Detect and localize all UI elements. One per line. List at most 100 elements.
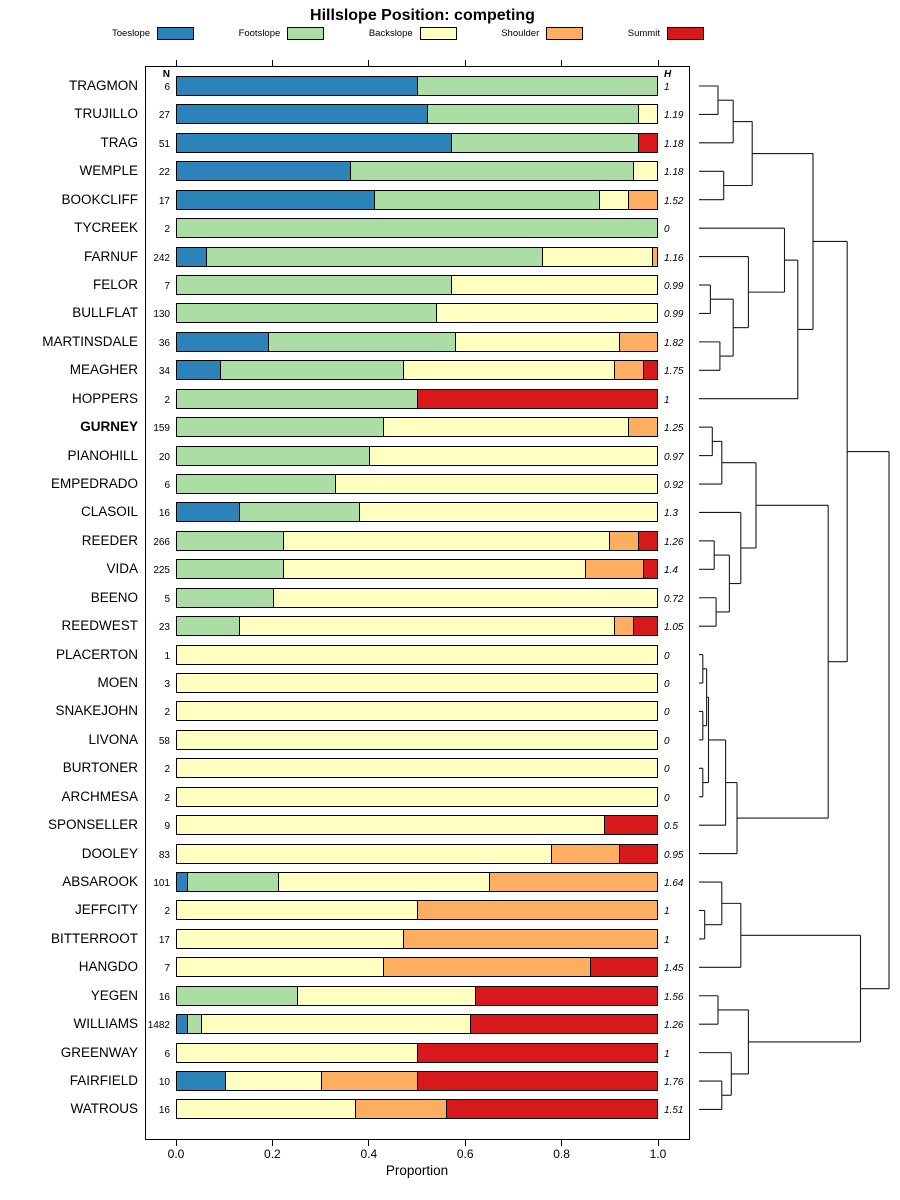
row-n-count: 16 [158, 508, 170, 520]
bar-segment-backslope [436, 304, 657, 323]
bar-segment-backslope [632, 162, 657, 181]
row-h-value: 0.99 [664, 281, 684, 292]
bar-segment-shoulder [321, 1072, 417, 1091]
row-n-count: 20 [158, 451, 170, 463]
row-label: HOPPERS [71, 390, 138, 406]
x-axis-label: Proportion [385, 1163, 449, 1178]
bar-segment-footslope [177, 219, 657, 238]
bar-segment-backslope [297, 986, 475, 1005]
row-label: SNAKEJOHN [55, 703, 138, 719]
row-h-value: 0.97 [664, 451, 684, 463]
stacked-bar [176, 246, 658, 267]
row-h-value: 1.56 [664, 991, 684, 1003]
row-h-value: 0 [664, 735, 670, 747]
row-label: MOEN [97, 675, 139, 691]
row-h-value: 1.82 [664, 337, 684, 349]
row-label: TRAG [100, 134, 138, 150]
x-axis-tick-bottom [657, 1140, 659, 1146]
stacked-bar [176, 189, 658, 210]
bar-segment-footslope [220, 361, 403, 380]
row-h-value: 1.64 [664, 878, 684, 890]
bar-segment-summit [642, 361, 657, 380]
legend-item-summit: Summit [628, 27, 704, 40]
bar-segment-backslope [282, 531, 609, 550]
n-column-header: N [162, 69, 170, 80]
row-n-count: 2 [164, 792, 170, 804]
bar-segment-footslope [177, 276, 451, 294]
bar-segment-backslope [177, 645, 657, 664]
row-h-value: 1.45 [664, 963, 684, 975]
row-n-count: 16 [158, 1105, 170, 1117]
bar-segment-backslope [369, 446, 657, 465]
row-label: WATROUS [70, 1101, 139, 1117]
bar-segment-footslope [450, 133, 638, 152]
row-h-value: 1.26 [664, 536, 684, 548]
stacked-bar [176, 843, 658, 864]
bar-segment-footslope [349, 162, 633, 181]
bar-segment-footslope [186, 873, 278, 892]
stacked-bar [176, 445, 658, 466]
row-n-count: 6 [164, 1048, 170, 1060]
stacked-bar [176, 303, 658, 324]
stacked-bar [176, 1014, 658, 1035]
stacked-bar [176, 530, 658, 551]
x-axis-tick-bottom [368, 1140, 370, 1146]
legend-swatch-footslope [287, 27, 325, 40]
row-h-value: 0.92 [664, 480, 684, 492]
row-n-count: 7 [164, 281, 170, 292]
row-label: BULLFLAT [72, 305, 138, 321]
legend-item-toeslope: Toeslope [112, 27, 195, 40]
bar-segment-toeslope [177, 162, 350, 181]
row-h-value: 1.16 [664, 252, 684, 264]
row-label: FARNUF [84, 248, 138, 264]
bar-segment-backslope [637, 105, 657, 124]
bar-segment-backslope [177, 702, 657, 721]
row-label: PLACERTON [55, 646, 138, 662]
bar-segment-summit [417, 1072, 657, 1091]
row-label: GURNEY [80, 419, 138, 435]
bar-segment-shoulder [613, 617, 633, 636]
bar-segment-summit [632, 617, 657, 636]
row-h-value: 0.5 [664, 821, 678, 833]
legend-label: Footslope [238, 28, 281, 39]
bar-segment-toeslope [177, 873, 187, 892]
stacked-bar [176, 815, 658, 836]
bar-segment-footslope [417, 77, 657, 95]
row-n-count: 16 [158, 991, 170, 1003]
stacked-bar [176, 1071, 658, 1092]
stacked-bar [176, 587, 658, 608]
bar-segment-summit [417, 1043, 657, 1062]
row-label: ARCHMESA [61, 788, 138, 804]
row-h-value: 1 [664, 934, 670, 946]
stacked-bar [176, 417, 658, 438]
row-h-value: 1.05 [664, 622, 684, 634]
bar-segment-backslope [277, 873, 489, 892]
row-n-count: 58 [158, 735, 170, 747]
row-h-value: 1 [664, 394, 670, 406]
row-n-count: 22 [158, 167, 170, 179]
row-h-value: 1.3 [664, 508, 678, 520]
bar-segment-footslope [177, 475, 336, 494]
row-label: EMPEDRADO [50, 476, 138, 492]
bar-segment-toeslope [177, 1015, 187, 1034]
x-axis-tick-top [368, 60, 370, 66]
row-h-value: 1.25 [664, 423, 684, 435]
row-n-count: 159 [153, 423, 170, 435]
legend-label: Shoulder [501, 28, 540, 39]
stacked-bar [176, 786, 658, 807]
plot-box [145, 66, 690, 1140]
row-h-value: 1.18 [664, 138, 684, 150]
row-n-count: 6 [164, 480, 170, 492]
row-label: BITTERROOT [51, 930, 138, 946]
row-n-count: 83 [158, 849, 170, 861]
bar-segment-backslope [273, 588, 657, 607]
bar-segment-toeslope [177, 361, 221, 380]
row-h-value: 0 [664, 792, 670, 804]
bar-segment-backslope [177, 787, 657, 806]
x-axis-tick-label: 0.2 [264, 1147, 281, 1161]
bar-segment-shoulder [383, 958, 590, 977]
row-n-count: 36 [158, 337, 170, 349]
x-axis-tick-label: 1.0 [649, 1147, 667, 1161]
bar-segment-backslope [335, 475, 657, 494]
